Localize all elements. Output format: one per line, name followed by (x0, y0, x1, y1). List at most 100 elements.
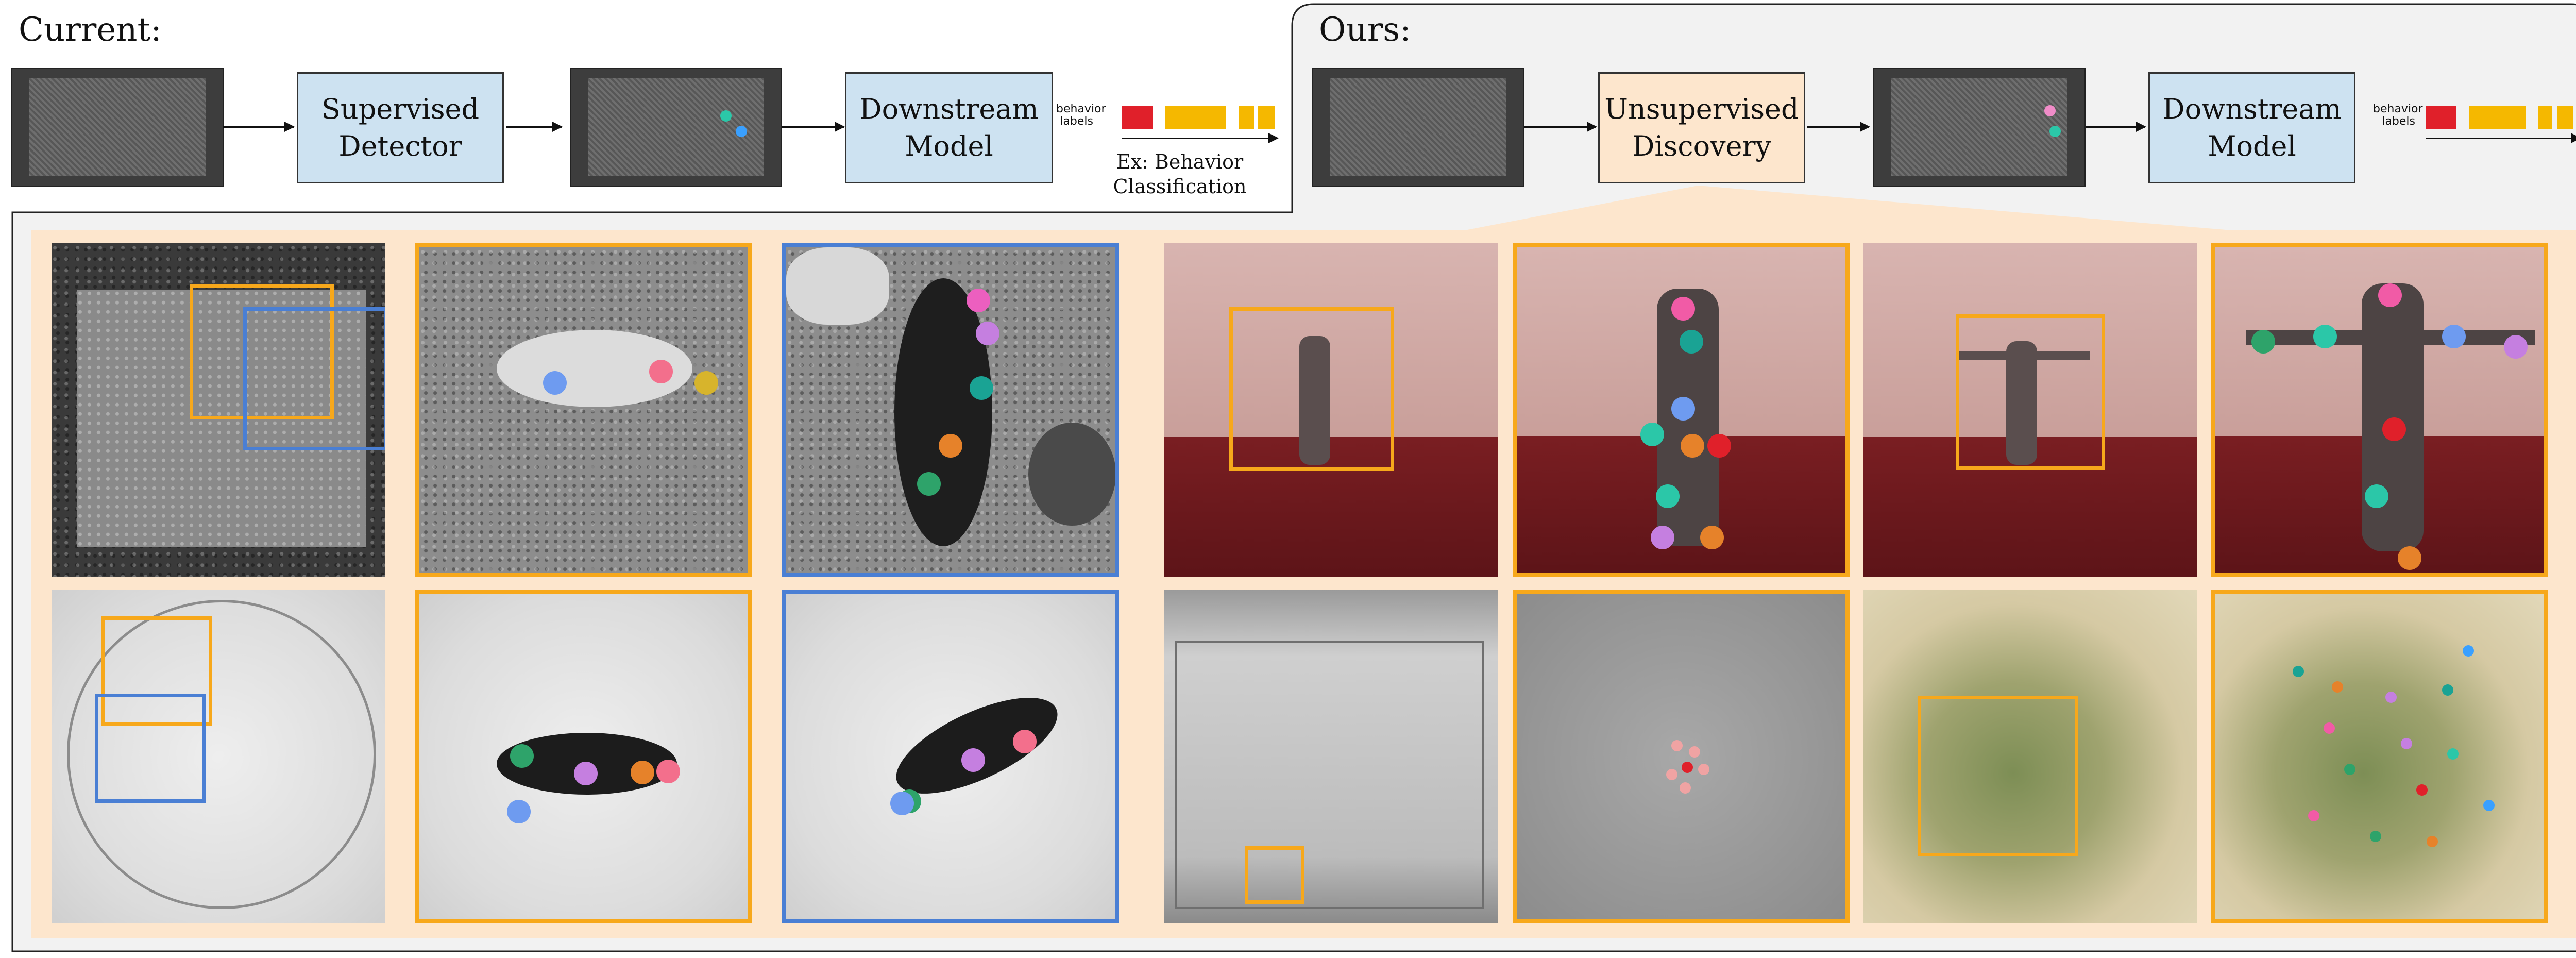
keypoint (720, 110, 732, 122)
keypoint (1666, 769, 1677, 780)
keypoint (1651, 526, 1674, 549)
keypoint (736, 126, 747, 137)
caption-line: Ex: Behavior (1116, 150, 1244, 173)
arrow (782, 122, 845, 132)
zoom-box-orange (1245, 846, 1304, 904)
human-pose-zoom (2211, 243, 2548, 577)
keypoint (1698, 764, 1709, 775)
fish-tank-image (1164, 590, 1498, 923)
supervised-detector-box: Supervised Detector (297, 72, 504, 183)
arrow (2086, 122, 2146, 132)
fly-zoom-orange (415, 590, 752, 923)
box-label: Supervised (321, 93, 480, 125)
timeline-arrow (1122, 133, 1279, 143)
keypoint (2504, 335, 2528, 359)
mouse-video-thumbnail (11, 68, 224, 187)
caption-line: Classification (1113, 175, 1247, 198)
keypoint (543, 371, 567, 395)
keypoint (574, 762, 598, 785)
keypoint (1640, 423, 1664, 446)
keypoint (2370, 831, 2381, 842)
discovered-keypoints-thumbnail (1873, 68, 2086, 187)
arrow (1807, 122, 1870, 132)
box-label: Detector (338, 130, 462, 162)
keypoint (2313, 325, 2337, 348)
keypoint (2044, 105, 2056, 116)
zoom-box-orange (1956, 314, 2105, 470)
keypoint (1013, 730, 1037, 753)
keypoint (649, 360, 673, 383)
fly-zoom-blue (782, 590, 1119, 923)
human-pose-zoom (1513, 243, 1850, 577)
keypoint (1680, 330, 1703, 354)
mouse-zoom-blue (782, 243, 1119, 577)
zoom-box-orange (1918, 696, 2078, 856)
keypoint (1671, 740, 1683, 751)
keypoint (976, 322, 999, 345)
keypoint (2365, 484, 2388, 508)
box-label: Model (905, 130, 993, 162)
current-heading: Current: (19, 11, 162, 49)
arrow (506, 122, 563, 132)
keypoint (2378, 283, 2402, 307)
keypoint (2483, 800, 2495, 811)
box-label: Downstream (859, 93, 1039, 125)
behavior-bar-yellow (1239, 106, 1254, 129)
keypoint (1681, 434, 1704, 458)
keypoint (939, 434, 962, 458)
keypoint (2293, 666, 2304, 677)
label-line: labels (2382, 115, 2415, 128)
example-caption: Ex: Behavior Classification (1092, 149, 1267, 199)
behavior-bar-yellow (2538, 106, 2552, 129)
keypoint (2447, 748, 2459, 760)
keypoint (1707, 434, 1731, 458)
timeline-arrow (2426, 133, 2576, 143)
zoom-box-orange (1229, 307, 1394, 471)
behavior-bar-red (2426, 106, 2456, 129)
fish-zoom (1513, 590, 1850, 923)
behavior-labels-text: behavior labels (2373, 103, 2423, 128)
keypoint (2049, 126, 2061, 137)
behavior-bar-red (1122, 106, 1153, 129)
human-pose-image (1164, 243, 1498, 577)
keypoint (1680, 782, 1691, 794)
aerial-image (1863, 590, 2197, 923)
downstream-model-box: Downstream Model (845, 72, 1053, 183)
keypoint (970, 376, 993, 400)
keypoint (2308, 810, 2319, 821)
zoom-box-blue (95, 694, 206, 803)
downstream-model-box: Downstream Model (2148, 72, 2355, 183)
arrow (223, 122, 295, 132)
keypoint (2427, 836, 2438, 847)
mouse-video-thumbnail (1312, 68, 1524, 187)
label-line: behavior (2373, 103, 2423, 115)
box-label: Discovery (1632, 130, 1771, 162)
fly-arena-image (52, 590, 385, 923)
mouse-zoom-orange (415, 243, 752, 577)
keypoint (1656, 484, 1680, 508)
label-line: labels (1060, 115, 1093, 128)
keypoint (631, 761, 654, 784)
keypoint (1700, 526, 1724, 549)
behavior-bar-yellow (1165, 106, 1226, 129)
zoom-box-blue (243, 307, 385, 450)
keypoint (510, 744, 534, 768)
keypoint (694, 371, 718, 395)
behavior-bar-yellow (2557, 106, 2573, 129)
zoom-box-orange (101, 616, 212, 726)
arrow (1524, 122, 1597, 132)
human-pose-image (1863, 243, 2197, 577)
keypoint (2401, 738, 2412, 749)
keypoint (656, 760, 680, 783)
keypoint (2344, 764, 2355, 775)
box-label: Model (2208, 130, 2296, 162)
box-label: Downstream (2162, 93, 2342, 125)
keypoint (2463, 645, 2474, 657)
behavior-bar-yellow (1258, 106, 1275, 129)
keypoint (2324, 722, 2335, 734)
box-label: Unsupervised (1604, 93, 1799, 125)
keypoint (2416, 784, 2428, 796)
keypoint (961, 748, 985, 772)
mouse-overview-image (52, 243, 385, 577)
keypoint (2442, 325, 2466, 348)
